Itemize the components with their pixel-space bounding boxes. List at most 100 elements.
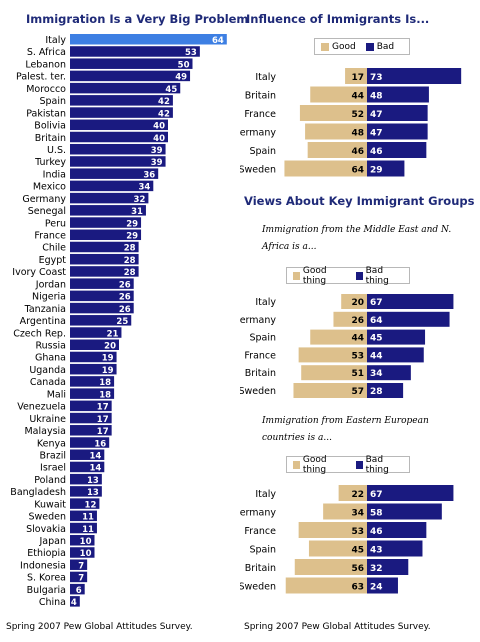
value-label-slovakia: 11 <box>82 525 94 535</box>
category-label-bulgaria: Bulgaria <box>27 585 66 596</box>
category-label-bolivia: Bolivia <box>34 121 66 132</box>
bar-good-influence-sweden <box>284 160 367 177</box>
category-label-ghana: Ghana <box>35 353 66 364</box>
bar-ivory-coast <box>70 266 139 277</box>
legend-eastern-europe: Good thing Bad thing <box>286 454 410 475</box>
value-label-israel: 14 <box>89 464 101 474</box>
value-good-easteurope-spain: 45 <box>351 546 364 556</box>
value-good-easteurope-britain: 56 <box>351 564 364 574</box>
value-label-mexico: 34 <box>138 183 150 193</box>
value-label-sweden: 11 <box>82 513 94 523</box>
category-label-turkey: Turkey <box>34 157 66 168</box>
value-bad-mideast-germany: 64 <box>370 316 383 326</box>
value-label-france: 29 <box>126 232 138 242</box>
bar-peru <box>70 217 142 228</box>
bar-russia <box>70 339 119 350</box>
category-label-egypt: Egypt <box>39 255 67 266</box>
bar-malaysia <box>70 425 112 436</box>
category-label-easteurope-sweden: Sweden <box>240 582 276 593</box>
legend-label-good-thing-2: Good thing <box>302 454 327 475</box>
bar-good-influence-spain <box>307 142 367 158</box>
bar-ukraine <box>70 412 112 424</box>
value-bad-influence-germany: 47 <box>370 129 383 139</box>
category-label-poland: Poland <box>34 475 66 486</box>
bar-lebanon <box>70 58 193 69</box>
bar-bad-mideast-spain <box>367 329 426 345</box>
bar-venezuela <box>70 400 112 412</box>
value-bad-easteurope-italy: 67 <box>370 490 383 500</box>
bar-turkey <box>70 156 166 167</box>
legend-label-good-thing: Good thing <box>302 265 327 286</box>
value-good-easteurope-italy: 22 <box>351 490 364 500</box>
value-label-turkey: 39 <box>151 158 163 168</box>
value-label-japan: 10 <box>80 537 92 547</box>
category-label-chile: Chile <box>42 243 66 254</box>
value-label-ethiopia: 10 <box>80 549 92 559</box>
value-label-ghana: 19 <box>102 354 114 364</box>
value-label-britain: 40 <box>153 134 165 144</box>
bar-good-easteurope-france <box>298 522 367 538</box>
value-label-senegal: 31 <box>131 207 143 217</box>
legend-influence: Good Bad <box>314 38 410 55</box>
bar-india <box>70 168 159 179</box>
legend-label-bad-thing: Bad thing <box>365 265 389 286</box>
bar-mexico <box>70 180 154 192</box>
category-label-influence-france: France <box>244 109 276 120</box>
category-label-mideast-germany: Germany <box>240 315 276 326</box>
category-label-easteurope-italy: Italy <box>255 489 276 500</box>
value-label-malaysia: 17 <box>97 427 109 437</box>
value-good-influence-germany: 48 <box>351 129 364 139</box>
category-label-indonesia: Indonesia <box>20 560 66 571</box>
value-label-u-s: 39 <box>151 146 163 156</box>
category-label-germany: Germany <box>22 194 66 205</box>
category-label-spain: Spain <box>39 96 66 107</box>
legend-label-bad: Bad <box>376 41 395 52</box>
bar-uganda <box>70 363 117 375</box>
value-bad-influence-spain: 46 <box>370 147 383 157</box>
chart-middle-east: Italy 20 67 Germany 26 64 Spain 44 45 France 53 44 B… <box>240 294 454 398</box>
bar-bad-easteurope-sweden <box>367 577 398 594</box>
category-label-kuwait: Kuwait <box>34 499 66 510</box>
value-bad-mideast-britain: 34 <box>370 369 383 379</box>
value-label-nigeria: 26 <box>119 293 131 303</box>
value-good-mideast-germany: 26 <box>351 316 364 326</box>
category-label-kenya: Kenya <box>37 438 66 449</box>
category-label-morocco: Morocco <box>26 84 66 95</box>
value-good-easteurope-sweden: 63 <box>351 583 364 593</box>
value-label-palest-ter: 49 <box>175 73 187 83</box>
category-label-jordan: Jordan <box>35 279 66 290</box>
value-label-indonesia: 7 <box>78 561 84 571</box>
value-good-easteurope-germany: 34 <box>351 509 364 519</box>
category-label-mexico: Mexico <box>33 182 66 193</box>
value-label-bangladesh: 13 <box>87 488 99 498</box>
value-bad-mideast-sweden: 28 <box>370 387 383 397</box>
chart-influence: Italy 17 73 Britain 44 48 France 52 47 Germany 48 4… <box>240 68 462 177</box>
category-label-senegal: Senegal <box>28 206 66 217</box>
value-bad-easteurope-germany: 58 <box>370 509 383 519</box>
bar-bad-mideast-france <box>367 347 424 363</box>
value-label-egypt: 28 <box>124 256 136 266</box>
legend-swatch-good <box>321 42 329 51</box>
bar-palest-ter <box>70 70 191 82</box>
category-label-france: France <box>34 231 66 242</box>
category-label-s-korea: S. Korea <box>27 573 66 584</box>
bar-bad-mideast-germany <box>367 311 450 327</box>
footnote-right: Spring 2007 Pew Global Attitudes Survey. <box>244 622 431 632</box>
category-label-japan: Japan <box>39 536 67 547</box>
bar-israel <box>70 461 105 473</box>
value-label-czech-rep: 21 <box>107 329 119 339</box>
value-bad-influence-france: 47 <box>370 110 383 120</box>
bar-bulgaria <box>70 583 85 595</box>
bar-spain <box>70 95 173 106</box>
category-label-tanzania: Tanzania <box>24 304 66 315</box>
value-label-kenya: 16 <box>94 439 106 449</box>
value-label-india: 36 <box>143 170 155 180</box>
bar-ethiopia <box>70 547 95 558</box>
value-label-morocco: 45 <box>165 85 177 95</box>
value-bad-easteurope-sweden: 24 <box>370 583 383 593</box>
value-good-easteurope-france: 53 <box>351 527 364 537</box>
legend-swatch-good-thing <box>293 271 300 280</box>
category-label-venezuela: Venezuela <box>17 402 66 413</box>
category-label-peru: Peru <box>45 218 66 229</box>
